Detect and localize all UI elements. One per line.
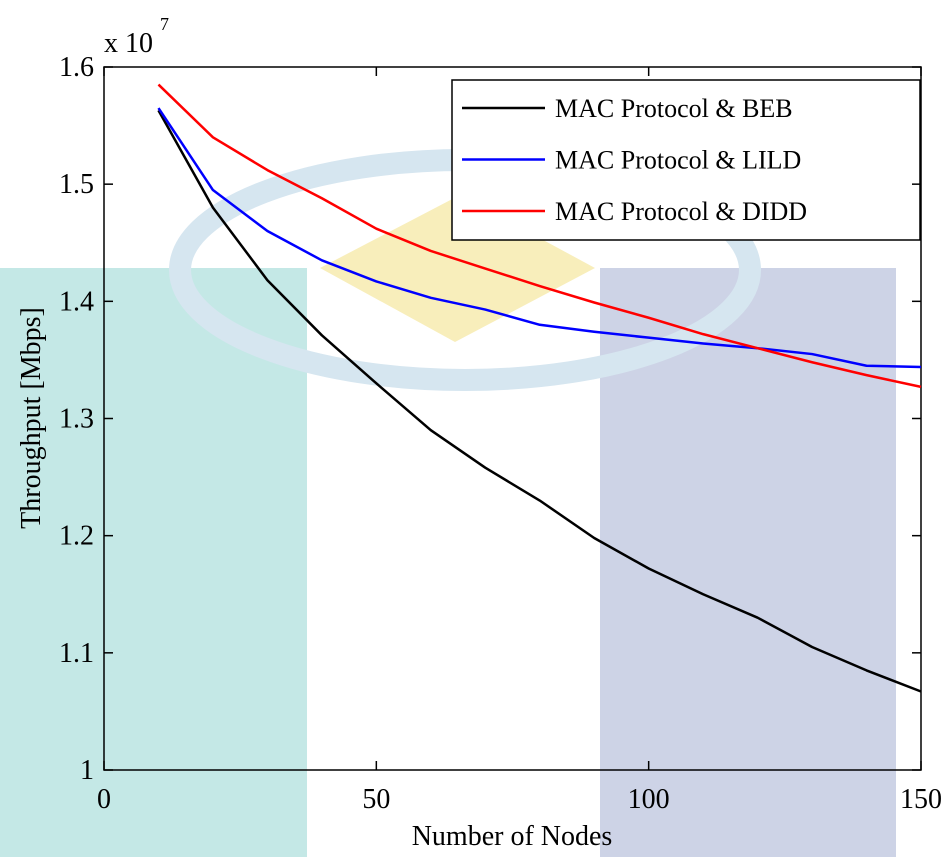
y-tick-label: 1.3 xyxy=(59,404,94,435)
watermark-block xyxy=(0,268,307,857)
y-tick-label: 1.5 xyxy=(59,169,94,200)
y-axis-label: Throughput [Mbps] xyxy=(16,307,47,529)
x-tick-label: 0 xyxy=(97,784,111,815)
series-line xyxy=(157,107,922,369)
legend-label: MAC Protocol & DIDD xyxy=(555,197,807,226)
y-tick-label: 1.2 xyxy=(59,521,94,552)
y-tick-label: 1 xyxy=(80,755,94,786)
x-tick-label: 100 xyxy=(628,784,670,815)
x-tick-label: 150 xyxy=(900,784,942,815)
x-axis-label: Number of Nodes xyxy=(412,821,613,852)
watermark-block xyxy=(600,268,896,857)
series-line xyxy=(157,109,922,693)
legend-label: MAC Protocol & LILD xyxy=(555,146,801,175)
series-line xyxy=(157,83,922,389)
y-tick-label: 1.6 xyxy=(59,52,94,83)
y-multiplier-exponent: 7 xyxy=(160,14,169,34)
x-tick-label: 50 xyxy=(362,784,390,815)
y-tick-label: 1.1 xyxy=(59,638,94,669)
y-tick-label: 1.4 xyxy=(59,286,94,317)
legend-label: MAC Protocol & BEB xyxy=(555,94,793,123)
y-multiplier: x 10 xyxy=(104,28,153,59)
